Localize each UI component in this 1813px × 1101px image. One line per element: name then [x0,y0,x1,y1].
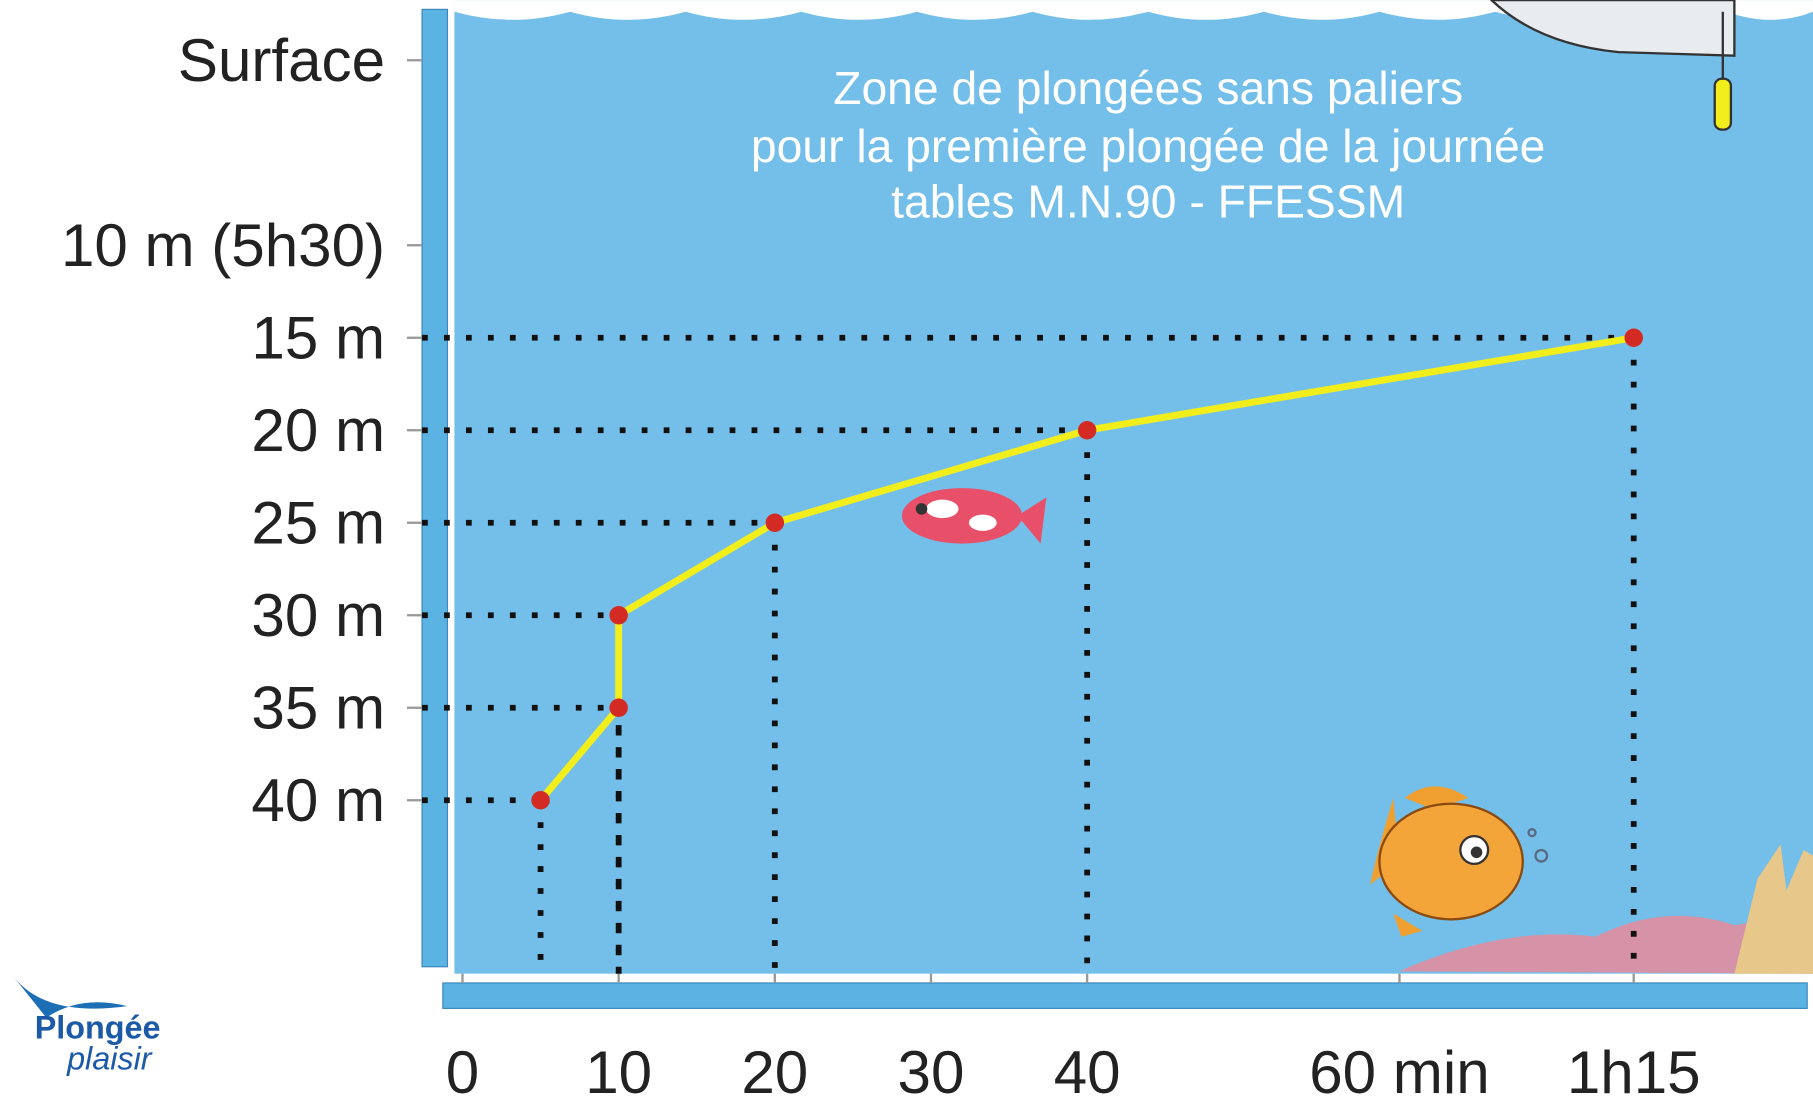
y-tick-label: 30 m [251,582,385,649]
point [609,606,628,625]
buoy [1713,77,1733,131]
limit-curve [537,334,1635,803]
boat [1489,0,1736,57]
x-tick-label: 10 [585,1039,652,1101]
x-tick-label: 60 min [1309,1039,1489,1101]
x-tick-label: 0 [446,1039,479,1101]
title-line: Zone de plongées sans paliers [833,62,1463,114]
point [531,791,550,810]
y-tick-label: Surface [178,27,385,94]
y-tick-label: 15 m [251,305,385,372]
point [1077,421,1097,440]
logo: Plongée plaisir [13,977,161,1077]
logo-text: plaisir [66,1041,153,1077]
y-tick-label: 10 m (5h30) [61,212,385,279]
point [765,513,785,532]
y-tick-label: 35 m [251,675,385,742]
x-tick-label: 20 [741,1039,808,1101]
y-tick-label: 40 m [251,767,385,834]
title-line: tables M.N.90 - FFESSM [891,176,1405,228]
x-axis-bar [442,982,1808,1009]
orange-fish [1370,786,1549,937]
waves [454,0,1813,20]
red-fish [901,488,1047,544]
x-tick-label: 40 [1054,1039,1121,1101]
y-tick-label: 20 m [251,397,385,464]
y-tick-label: 25 m [251,490,385,557]
point [1624,328,1643,347]
y-axis-bar [421,8,449,968]
x-tick-label: 30 [898,1039,965,1101]
water [454,0,1813,974]
x-tick-label: 1h15 [1567,1039,1701,1101]
title-line: pour la première plongée de la journée [751,120,1546,172]
coral [1399,844,1813,974]
logo-text: Plongée [35,1009,161,1045]
point [609,698,628,717]
